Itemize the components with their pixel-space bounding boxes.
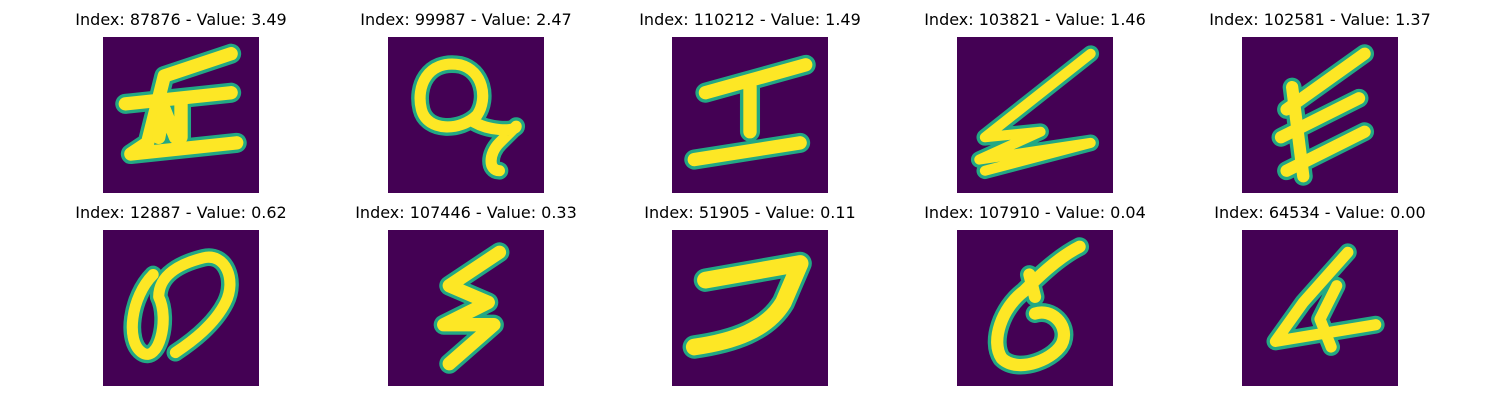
image-title: Index: 64534 - Value: 0.00 — [1214, 203, 1426, 222]
image-title: Index: 107910 - Value: 0.04 — [924, 203, 1146, 222]
glyph-image — [103, 230, 259, 386]
glyph-image — [957, 230, 1113, 386]
glyph-image — [957, 37, 1113, 193]
image-title: Index: 51905 - Value: 0.11 — [644, 203, 856, 222]
glyph-image — [103, 37, 259, 193]
image-title: Index: 103821 - Value: 1.46 — [924, 10, 1146, 29]
image-title: Index: 107446 - Value: 0.33 — [355, 203, 577, 222]
glyph-image — [388, 37, 544, 193]
image-title: Index: 110212 - Value: 1.49 — [639, 10, 861, 29]
glyph-image — [1242, 37, 1398, 193]
glyph-image — [672, 230, 828, 386]
glyph-image — [388, 230, 544, 386]
image-title: Index: 12887 - Value: 0.62 — [75, 203, 287, 222]
image-title: Index: 99987 - Value: 2.47 — [360, 10, 572, 29]
image-title: Index: 102581 - Value: 1.37 — [1209, 10, 1431, 29]
image-title: Index: 87876 - Value: 3.49 — [75, 10, 287, 29]
glyph-image — [672, 37, 828, 193]
glyph-image — [1242, 230, 1398, 386]
